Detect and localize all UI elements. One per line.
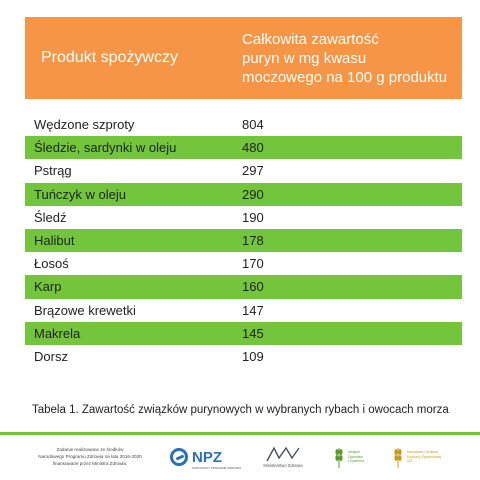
izz-label-line: Żywności: [348, 454, 363, 459]
product-name: Śledź: [34, 209, 67, 225]
ministry-logo: Ministerstwo Zdrowia: [258, 446, 308, 468]
table-header: Produkt spożywczy Całkowita zawartość pu…: [25, 17, 462, 99]
table-row: Śledzie, sardynki w oleju 480: [25, 136, 462, 160]
table-row: Halibut 178: [25, 228, 462, 253]
wheat-icon: [394, 448, 402, 468]
header-line-2: puryn w mg kwasu: [242, 49, 367, 67]
ncez-logo: Narodowe Centrum Edukacji Żywieniowej IŻ…: [392, 446, 443, 468]
product-name: Tuńczyk w oleju: [34, 186, 126, 202]
purine-value: 804: [242, 117, 264, 133]
table-row: Tuńczyk w oleju 290: [25, 182, 462, 206]
table-caption: Tabela 1. Zawartość związków purynowych …: [32, 404, 449, 416]
izz-label-line: i Żywienia: [348, 459, 364, 464]
purine-value: 145: [242, 325, 264, 341]
npz-label: NPZ: [192, 448, 222, 466]
product-name: Pstrąg: [34, 163, 72, 179]
purine-value: 297: [242, 163, 264, 179]
funding-note-line: Zadanie realizowane ze środków: [56, 447, 124, 452]
ministry-mark-icon: [266, 446, 300, 462]
ministry-label: Ministerstwo Zdrowia: [263, 463, 303, 468]
table-row: Śledź 190: [25, 206, 462, 229]
wheat-icon: [335, 448, 343, 468]
product-name: Halibut: [34, 233, 75, 249]
product-name: Dorsz: [34, 348, 68, 364]
table-row: Wędzone szproty 804: [25, 113, 462, 136]
table-row: Makrela 145: [25, 321, 462, 345]
table-row: Łosoś 170: [25, 252, 462, 275]
izz-label-line: Instytut: [348, 450, 360, 455]
product-name: Brązowe krewetki: [34, 302, 136, 318]
purine-value: 290: [242, 186, 264, 202]
izz-label: Instytut Żywności i Żywienia: [348, 450, 364, 464]
header-line-1: Całkowita zawartość: [242, 30, 379, 48]
table-body: Wędzone szproty 804 Śledzie, sardynki w o…: [25, 113, 462, 368]
product-name: Śledzie, sardynki w oleju: [34, 140, 177, 156]
footer-divider: [0, 432, 480, 435]
purine-value: 109: [242, 348, 264, 364]
npz-logo: NPZ NARODOWY PROGRAM ZDROWIA: [170, 448, 241, 470]
ncez-label-line: Edukacji Żywieniowej: [407, 454, 442, 459]
table-row: Pstrąg 297: [25, 159, 462, 182]
header-line-3: moczowego na 100 g produktu: [242, 68, 448, 86]
product-name: Makrela: [34, 325, 81, 341]
ncez-label: Narodowe Centrum Edukacji Żywieniowej IŻ…: [407, 450, 443, 464]
header-product: Produkt spożywczy: [41, 49, 178, 66]
purine-value: 178: [242, 233, 264, 249]
funding-note: Zadanie realizowane ze środków Narodoweg…: [30, 446, 150, 467]
funding-note-line: Narodowego Programu Zdrowia na lata 2016…: [38, 454, 142, 459]
funding-note-line: finansowane przez Ministra Zdrowia.: [52, 461, 128, 466]
table-row: Brązowe krewetki 147: [25, 299, 462, 322]
product-name: Łosoś: [34, 256, 69, 272]
header-purine-content: Całkowita zawartość puryn w mg kwasu moc…: [228, 17, 462, 99]
footer: Zadanie realizowane ze środków Narodoweg…: [0, 440, 480, 480]
purine-table: Produkt spożywczy Całkowita zawartość pu…: [25, 17, 462, 368]
purine-value: 147: [242, 302, 264, 318]
izz-logo: Instytut Żywności i Żywienia: [333, 446, 364, 468]
table-row: Dorsz 109: [25, 345, 462, 368]
ncez-label-line: Narodowe Centrum: [407, 450, 439, 455]
product-name: Karp: [34, 279, 62, 295]
purine-value: 190: [242, 209, 264, 225]
table-row: Karp 160: [25, 275, 462, 299]
product-name: Wędzone szproty: [34, 117, 135, 133]
ncez-label-line: IŻŻ: [407, 459, 413, 464]
purine-value: 160: [242, 279, 264, 295]
npz-circle-icon: [170, 448, 188, 466]
purine-value: 170: [242, 256, 264, 272]
purine-value: 480: [242, 140, 264, 156]
npz-sublabel: NARODOWY PROGRAM ZDROWIA: [192, 466, 242, 470]
